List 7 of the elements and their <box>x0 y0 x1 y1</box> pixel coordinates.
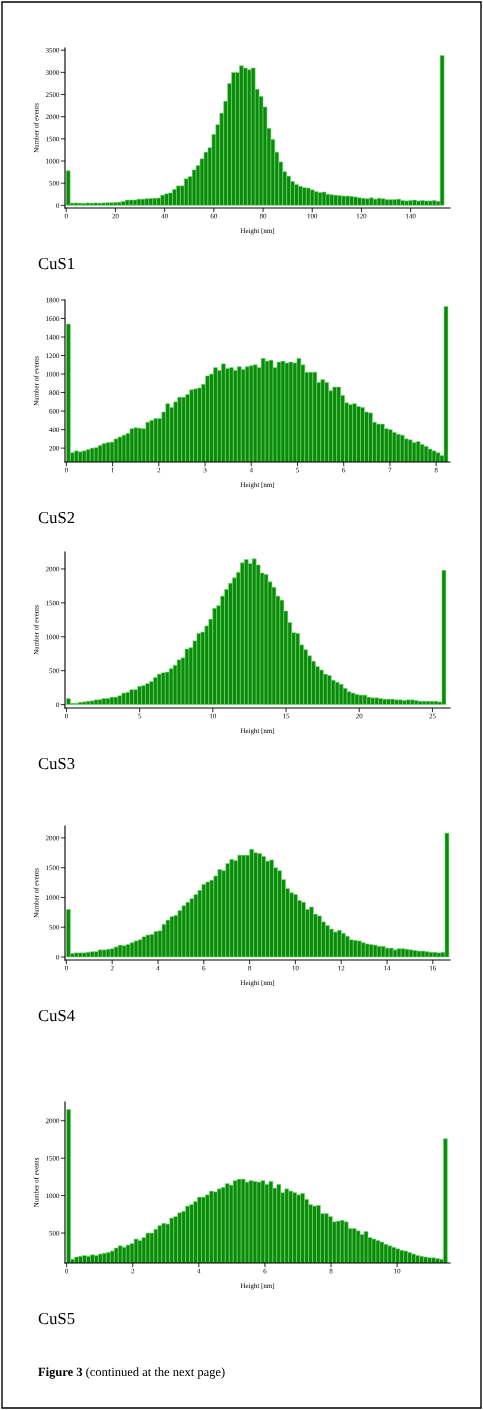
text: (continued at the next page) <box>86 1367 225 1379</box>
text: CuS2 <box>38 511 75 524</box>
caption: Figure 3 <box>38 1367 83 1379</box>
text: CuS4 <box>38 1009 75 1022</box>
text: CuS5 <box>38 1312 75 1325</box>
text: CuS1 <box>38 257 75 270</box>
text: CuS3 <box>38 757 75 770</box>
